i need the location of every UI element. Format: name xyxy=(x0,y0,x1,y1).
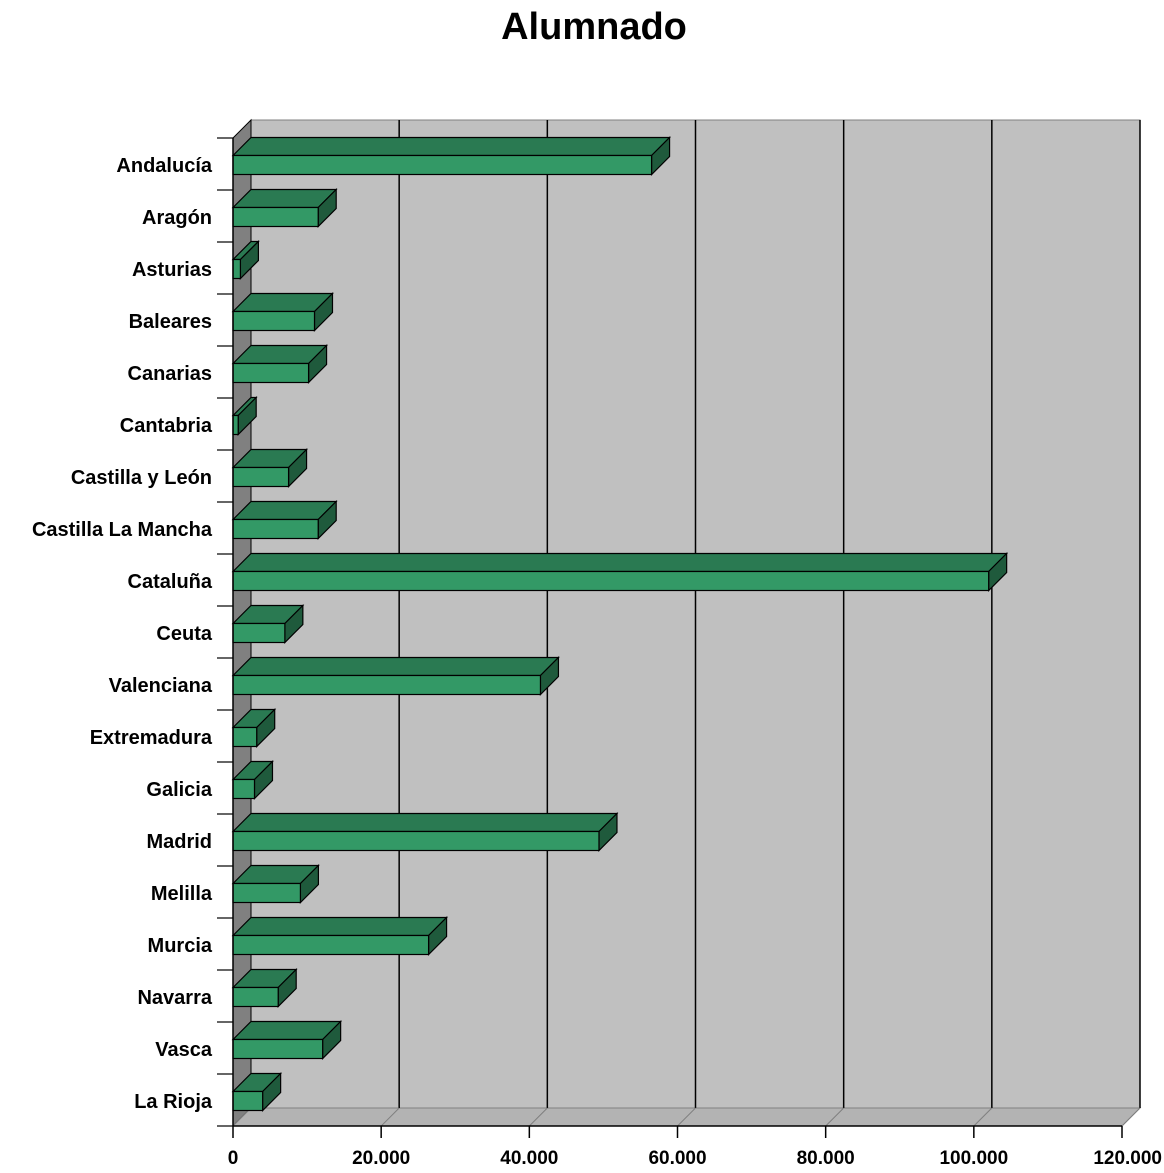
category-label: Aragón xyxy=(142,207,212,229)
category-label: Extremadura xyxy=(90,727,213,749)
category-label: Murcia xyxy=(148,935,213,957)
floor-gridline xyxy=(973,1107,993,1127)
category-label: Melilla xyxy=(151,883,213,905)
bar xyxy=(231,188,338,228)
category-label: Asturias xyxy=(132,259,212,281)
bars xyxy=(231,136,1009,1112)
floor-gridline xyxy=(825,1107,845,1127)
x-tick-label: 20.000 xyxy=(352,1148,410,1169)
floor-gridline xyxy=(677,1107,696,1127)
x-tick-label: 80.000 xyxy=(797,1148,855,1169)
bar xyxy=(231,916,449,956)
category-label: La Rioja xyxy=(134,1091,213,1113)
bar-front xyxy=(232,1090,264,1112)
category-label: Valenciana xyxy=(109,675,213,697)
category-label: Castilla La Mancha xyxy=(32,519,213,541)
x-tick-label: 120.000 xyxy=(1093,1148,1162,1169)
floor-gridline xyxy=(528,1107,548,1127)
bar-front xyxy=(232,414,239,436)
x-tick-label: 100.000 xyxy=(939,1148,1008,1169)
bar xyxy=(231,396,258,436)
axes xyxy=(217,137,1123,1138)
bar xyxy=(231,1020,343,1060)
bar xyxy=(231,292,334,332)
bar-front xyxy=(232,726,258,748)
bar xyxy=(231,136,672,176)
category-label: Cantabria xyxy=(120,415,213,437)
category-label: Madrid xyxy=(146,831,212,853)
bar-top xyxy=(231,552,1009,573)
bar-top xyxy=(231,136,672,157)
bar-front xyxy=(232,830,600,852)
bar-front xyxy=(232,674,542,696)
category-label: Castilla y León xyxy=(71,467,212,489)
bar xyxy=(231,656,560,696)
bar-front xyxy=(232,570,990,592)
x-tick-label: 60.000 xyxy=(648,1148,706,1169)
category-label: Ceuta xyxy=(156,623,212,645)
plot-area xyxy=(231,118,1142,1128)
chart-title: Alumnado xyxy=(501,6,687,48)
category-label: Vasca xyxy=(155,1039,213,1061)
bar xyxy=(231,344,329,384)
bar-top xyxy=(231,656,560,677)
bar-front xyxy=(232,622,286,644)
bar xyxy=(231,760,274,800)
bar-front xyxy=(232,362,310,384)
category-label: Cataluña xyxy=(128,571,213,593)
bar-front xyxy=(232,518,319,540)
bar xyxy=(231,812,619,852)
bar-front xyxy=(232,1038,324,1060)
category-label: Navarra xyxy=(137,987,212,1009)
floor-gridline xyxy=(1121,1107,1141,1127)
category-label: Andalucía xyxy=(116,155,212,177)
category-label: Baleares xyxy=(129,311,212,333)
bar xyxy=(231,604,305,644)
category-label: Galicia xyxy=(146,779,212,801)
bar-front xyxy=(232,258,242,280)
bar-front xyxy=(232,986,279,1008)
bar-front xyxy=(232,310,316,332)
bar-front xyxy=(232,206,319,228)
category-labels: Andalucía Aragón Asturias Baleares Canarias C… xyxy=(32,155,213,1113)
x-tick-label: 40.000 xyxy=(500,1148,558,1169)
bar xyxy=(231,500,338,540)
bar-front xyxy=(232,466,290,488)
bar-top xyxy=(231,812,619,833)
bar xyxy=(231,864,320,904)
bar xyxy=(231,708,277,748)
bar-front xyxy=(232,778,256,800)
bar xyxy=(231,448,309,488)
bar-front xyxy=(232,934,430,956)
floor-gridline xyxy=(380,1107,400,1127)
bar-front xyxy=(232,154,653,176)
bar-front xyxy=(232,882,302,904)
category-label: Canarias xyxy=(128,363,213,385)
bar xyxy=(231,552,1009,592)
bar-top xyxy=(231,916,449,937)
x-tick-labels: 0 20.000 40.000 60.000 80.000 100.000 120.000 xyxy=(228,1148,1162,1169)
x-tick-label: 0 xyxy=(228,1148,239,1169)
bar xyxy=(231,240,260,280)
